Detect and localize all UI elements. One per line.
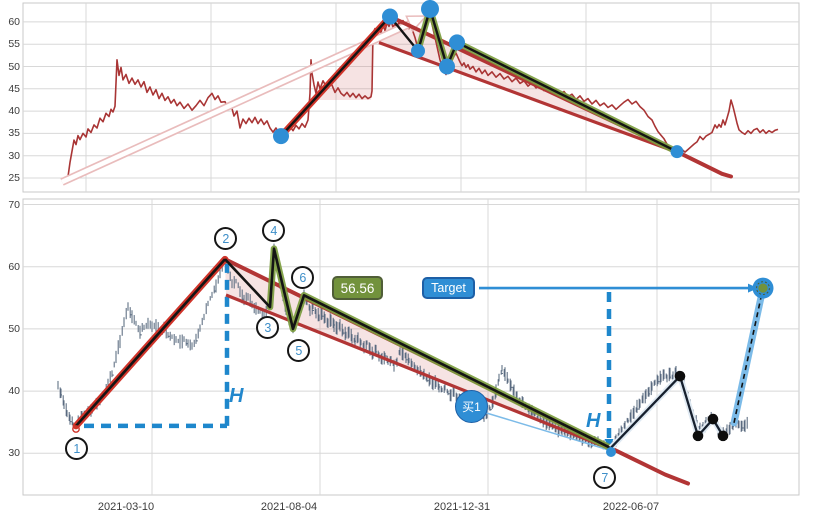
projection-arrow-head bbox=[405, 15, 428, 33]
wave-marker-1[interactable]: 1 bbox=[65, 437, 89, 461]
y-axis-tick: 50 bbox=[8, 60, 20, 73]
overview-wave-dot[interactable] bbox=[670, 145, 684, 159]
target-button[interactable]: Target bbox=[422, 277, 475, 299]
wave7-dot[interactable] bbox=[606, 447, 616, 457]
overview-wave-dot[interactable] bbox=[382, 8, 398, 25]
y-axis-tick: 30 bbox=[8, 447, 20, 460]
wave-marker-2[interactable]: 2 bbox=[214, 227, 238, 251]
y-axis-tick: 50 bbox=[8, 322, 20, 335]
y-axis-tick: 55 bbox=[8, 38, 20, 51]
overview-wave-dot[interactable] bbox=[439, 58, 455, 75]
wave-marker-5[interactable]: 5 bbox=[287, 339, 311, 363]
overview-wave-dot[interactable] bbox=[411, 43, 425, 58]
overview-panel bbox=[22, 0, 800, 193]
x-axis-label: 2021-03-10 bbox=[97, 501, 155, 513]
y-axis-tick: 45 bbox=[8, 82, 20, 95]
target-price-label: 56.56 bbox=[332, 276, 383, 300]
measure-h-label-left: H bbox=[229, 385, 244, 407]
y-axis-tick: 70 bbox=[8, 198, 20, 211]
wave-marker-4[interactable]: 4 bbox=[262, 219, 286, 243]
recovery-dot[interactable] bbox=[717, 430, 729, 442]
buy-signal-marker[interactable]: 买1 bbox=[455, 390, 488, 423]
recovery-dot[interactable] bbox=[692, 430, 704, 442]
wave-marker-7[interactable]: 7 bbox=[593, 466, 617, 490]
wave-marker-3[interactable]: 3 bbox=[256, 316, 280, 340]
recovery-dot[interactable] bbox=[707, 413, 719, 425]
x-axis-label: 2021-12-31 bbox=[433, 501, 491, 513]
x-axis-label: 2022-06-07 bbox=[602, 501, 660, 513]
overview-wave-dot[interactable] bbox=[273, 128, 289, 145]
x-axis-label: 2021-08-04 bbox=[260, 501, 318, 513]
detail-panel bbox=[22, 198, 800, 496]
overview-wave-dot[interactable] bbox=[421, 0, 439, 18]
y-axis-tick: 40 bbox=[8, 105, 20, 118]
wave-marker-6[interactable]: 6 bbox=[291, 266, 315, 290]
measure-h-label-right: H bbox=[586, 410, 601, 432]
overview-wave-dot[interactable] bbox=[449, 34, 465, 51]
y-axis-tick: 30 bbox=[8, 149, 20, 162]
y-axis-tick: 60 bbox=[8, 15, 20, 28]
y-axis-tick: 40 bbox=[8, 385, 20, 398]
y-axis-tick: 60 bbox=[8, 260, 20, 273]
y-axis-tick: 35 bbox=[8, 127, 20, 140]
recovery-dot[interactable] bbox=[674, 370, 686, 382]
y-axis-tick: 25 bbox=[8, 172, 20, 184]
